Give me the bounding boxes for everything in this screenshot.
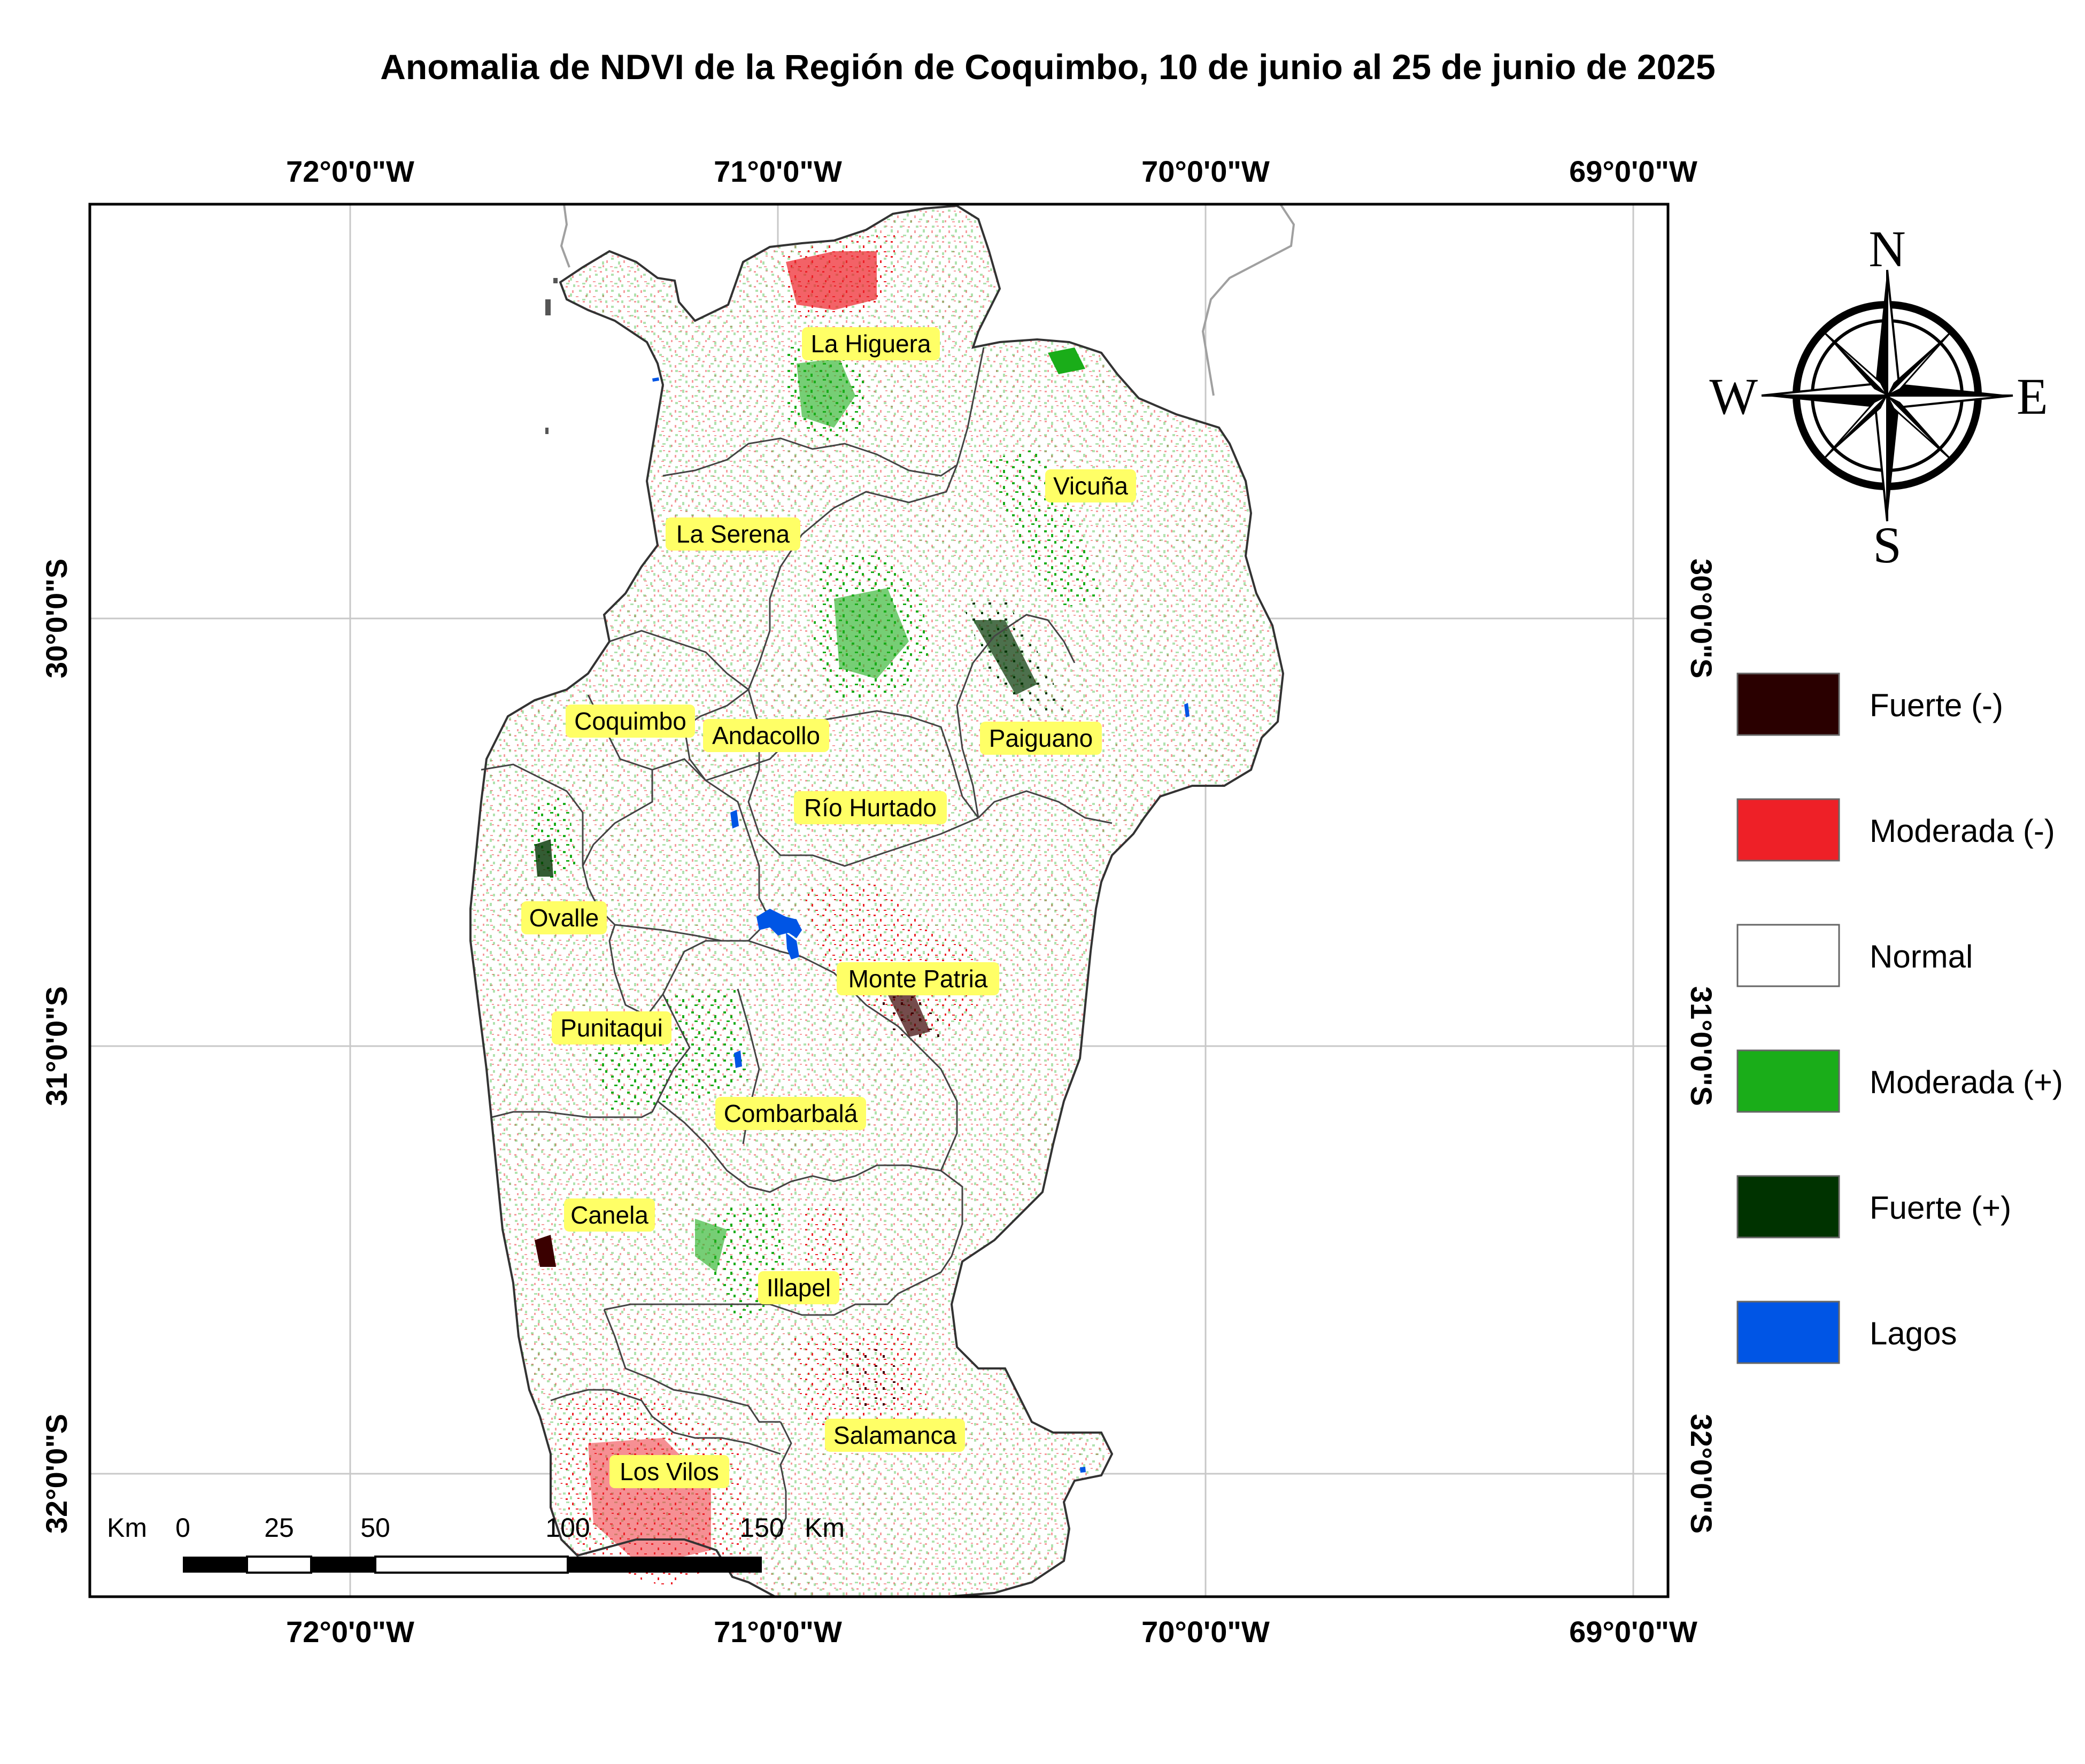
commune-label-andacollo: Andacollo [703, 719, 829, 752]
legend-swatch-lagos [1736, 1301, 1840, 1364]
lon-label-bottom-69: 69°0'0"W [1569, 1615, 1697, 1649]
lat-label-left-30: 30°0'0"S [40, 559, 73, 678]
legend-swatch-fuerte-neg [1736, 672, 1840, 736]
commune-label-vicuna: Vicuña [1045, 469, 1136, 502]
svg-text:Paiguano: Paiguano [989, 724, 1093, 752]
map-frame: La Higuera Vicuña La Serena Coquimbo And… [88, 203, 1670, 1598]
svg-text:Normal: Normal [1870, 939, 1973, 974]
commune-label-illapel: Illapel [758, 1271, 839, 1304]
lon-label-top-72: 72°0'0"W [286, 154, 414, 188]
svg-text:Illapel: Illapel [767, 1274, 831, 1302]
scale-bar: Km 0 25 50 100 150 Km [107, 1513, 845, 1574]
commune-label-paiguano: Paiguano [980, 722, 1102, 755]
svg-text:Punitaqui: Punitaqui [560, 1014, 663, 1042]
scale-tick-100: 100 [545, 1513, 590, 1543]
svg-text:Canela: Canela [570, 1201, 648, 1229]
lon-label-top-71: 71°0'0"W [714, 154, 842, 188]
map-frame-border [88, 203, 1670, 1598]
commune-label-punitaqui: Punitaqui [552, 1011, 671, 1045]
commune-label-los-vilos: Los Vilos [609, 1455, 729, 1488]
legend: Fuerte (-) Moderada (-) Normal Moderada … [1736, 672, 2063, 1364]
lat-label-right-31: 31°0'0"S [1685, 986, 1718, 1106]
scale-tick-0: 0 [175, 1513, 190, 1543]
legend-item-fuerte-neg: Fuerte (-) [1736, 672, 2003, 736]
svg-text:Salamanca: Salamanca [833, 1421, 957, 1449]
legend-item-moderada-pos: Moderada (+) [1736, 1049, 2063, 1113]
commune-label-monte-patria: Monte Patria [837, 962, 999, 995]
svg-text:Lagos: Lagos [1870, 1316, 1957, 1351]
svg-text:Andacollo: Andacollo [712, 722, 820, 749]
svg-text:Ovalle: Ovalle [529, 904, 599, 932]
legend-swatch-normal [1736, 924, 1840, 987]
commune-label-canela: Canela [564, 1198, 655, 1232]
svg-text:Combarbalá: Combarbalá [724, 1100, 858, 1127]
graticule-labels: 72°0'0"W 71°0'0"W 70°0'0"W 69°0'0"W 72°0… [40, 154, 1718, 1649]
commune-label-ovalle: Ovalle [521, 901, 607, 934]
svg-text:Fuerte (-): Fuerte (-) [1870, 687, 2003, 723]
commune-label-la-higuera: La Higuera [802, 327, 940, 360]
svg-text:La Higuera: La Higuera [810, 330, 931, 358]
legend-item-normal: Normal [1736, 924, 1973, 987]
scale-tick-150: 150 [739, 1513, 784, 1543]
svg-text:Moderada (+): Moderada (+) [1870, 1064, 2063, 1100]
legend-swatch-fuerte-pos [1736, 1175, 1840, 1239]
compass-e: E [2017, 368, 2048, 425]
lon-label-bottom-71: 71°0'0"W [714, 1615, 842, 1649]
svg-text:Monte Patria: Monte Patria [848, 965, 988, 993]
lon-label-top-69: 69°0'0"W [1569, 154, 1697, 188]
commune-label-combarbala: Combarbalá [715, 1097, 866, 1130]
commune-label-coquimbo: Coquimbo [566, 705, 695, 738]
north-arrow: N S E W [1709, 220, 2048, 574]
svg-text:Fuerte (+): Fuerte (+) [1870, 1190, 2011, 1226]
legend-swatch-moderada-pos [1736, 1049, 1840, 1113]
svg-text:Moderada (-): Moderada (-) [1870, 813, 2055, 849]
compass-s: S [1873, 516, 1901, 574]
scale-unit-right: Km [805, 1513, 845, 1543]
commune-label-rio-hurtado: Río Hurtado [794, 791, 947, 824]
coastal-islets [545, 278, 558, 434]
lon-label-bottom-70: 70°0'0"W [1141, 1615, 1270, 1649]
svg-text:La Serena: La Serena [676, 520, 790, 548]
legend-item-moderada-neg: Moderada (-) [1736, 798, 2055, 862]
svg-text:Río Hurtado: Río Hurtado [804, 794, 937, 822]
scale-tick-50: 50 [360, 1513, 390, 1543]
scale-tick-25: 25 [264, 1513, 294, 1543]
compass-w: W [1709, 368, 1758, 425]
map-title: Anomalia de NDVI de la Región de Coquimb… [380, 47, 1716, 87]
legend-item-lagos: Lagos [1736, 1301, 1957, 1364]
commune-label-salamanca: Salamanca [825, 1419, 965, 1452]
svg-text:Coquimbo: Coquimbo [574, 707, 686, 735]
lat-label-right-32: 32°0'0"S [1685, 1414, 1718, 1534]
commune-boundaries [481, 347, 1113, 1540]
lat-label-left-31: 31°0'0"S [40, 986, 73, 1106]
svg-text:Vicuña: Vicuña [1053, 472, 1128, 500]
lat-label-left-32: 32°0'0"S [40, 1414, 73, 1534]
legend-item-fuerte-pos: Fuerte (+) [1736, 1175, 2011, 1239]
legend-swatch-moderada-neg [1736, 798, 1840, 862]
lakes [652, 377, 1190, 1473]
international-border [560, 204, 1295, 396]
commune-labels: La Higuera Vicuña La Serena Coquimbo And… [521, 327, 1136, 1488]
lon-label-bottom-72: 72°0'0"W [286, 1615, 414, 1649]
anomaly-clusters [529, 235, 1101, 1588]
svg-text:Los Vilos: Los Vilos [620, 1458, 719, 1486]
lon-label-top-70: 70°0'0"W [1141, 154, 1270, 188]
commune-label-la-serena: La Serena [666, 517, 800, 551]
scale-unit-left: Km [107, 1513, 147, 1543]
compass-rose-icon [1761, 269, 2013, 522]
lat-label-right-30: 30°0'0"S [1685, 559, 1718, 678]
compass-n: N [1868, 220, 1905, 277]
